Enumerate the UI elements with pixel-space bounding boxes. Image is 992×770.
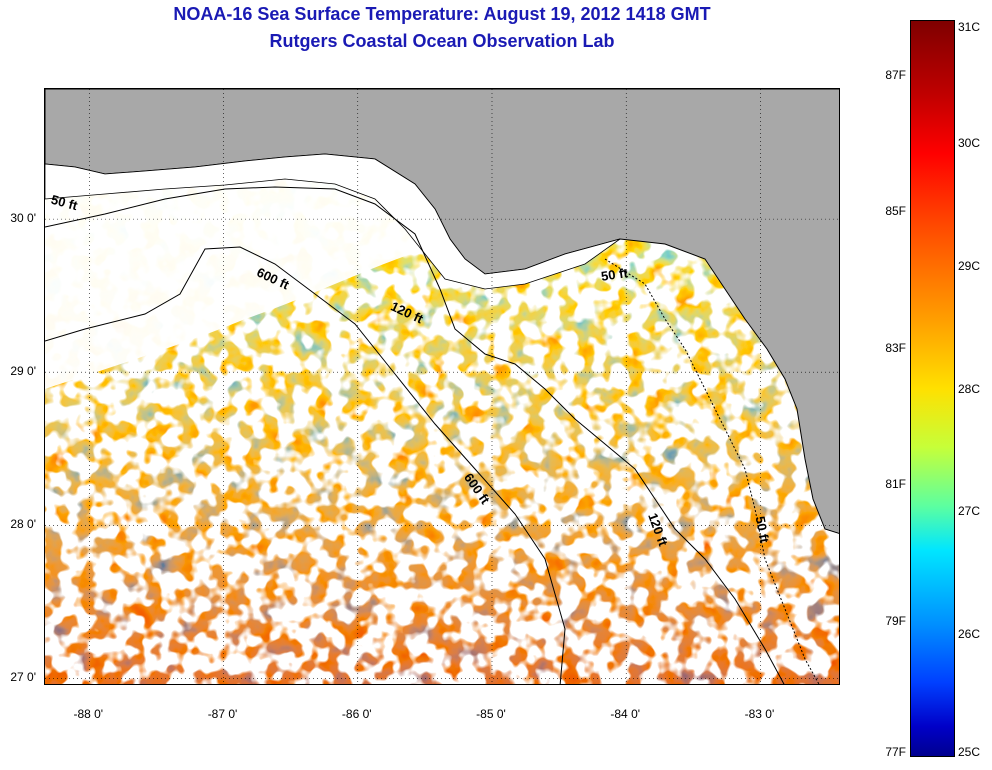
colorbar-celsius-label: 27C — [958, 504, 981, 519]
longitude-tick-label: -83 0' — [744, 707, 775, 721]
colorbar-fahrenheit-label: 81F — [885, 477, 906, 492]
colorbar-celsius-label: 26C — [958, 627, 981, 642]
isobath-600ft — [45, 246, 566, 684]
colorbar-celsius-label: 30C — [958, 135, 981, 150]
colorbar-fahrenheit-label: 79F — [885, 613, 906, 628]
longitude-tick-label: -88 0' — [73, 707, 104, 721]
latitude-tick-label: 28 0' — [10, 517, 36, 532]
longitude-tick-label: -86 0' — [341, 707, 372, 721]
colorbar-celsius-label: 31C — [958, 20, 981, 34]
colorbar-fahrenheit-label: 77F — [885, 745, 906, 759]
latitude-tick-label: 27 0' — [10, 670, 36, 685]
isobath-120ft — [45, 186, 785, 684]
longitude-tick-label: -84 0' — [610, 707, 641, 721]
latitude-tick-label: 29 0' — [10, 364, 36, 379]
coastal-strip — [45, 153, 621, 290]
map-title: NOAA-16 Sea Surface Temperature: August … — [173, 4, 711, 24]
colorbar-celsius-label: 25C — [958, 745, 981, 759]
sst-map — [44, 88, 840, 685]
longitude-tick-label: -85 0' — [476, 707, 506, 721]
latitude-tick-label: 30 0' — [10, 211, 36, 226]
colorbar-celsius-label: 28C — [958, 381, 981, 396]
colorbar-fahrenheit-label: 83F — [885, 340, 906, 355]
sst-map-graphic — [45, 89, 839, 684]
colorbar-fahrenheit-label: 85F — [885, 204, 906, 219]
temperature-colorbar — [910, 20, 955, 757]
longitude-tick-label: -87 0' — [207, 707, 238, 721]
colorbar-celsius-label: 29C — [958, 258, 981, 273]
graticule — [45, 89, 839, 684]
colorbar-fahrenheit-label: 87F — [885, 67, 906, 82]
map-subtitle: Rutgers Coastal Ocean Observation Lab — [269, 31, 615, 51]
isobath-50ft — [604, 258, 820, 684]
